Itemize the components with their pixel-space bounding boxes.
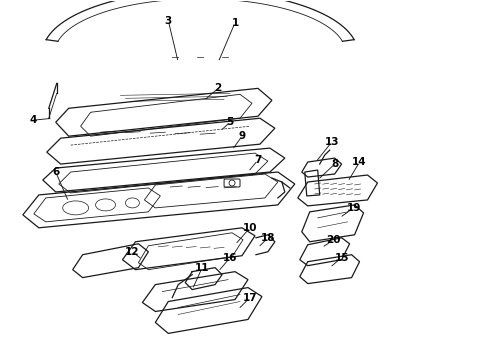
Text: 14: 14 (352, 157, 367, 167)
Text: 18: 18 (261, 233, 275, 243)
Text: 10: 10 (243, 223, 257, 233)
Text: 17: 17 (243, 293, 257, 302)
Text: 15: 15 (334, 253, 349, 263)
Text: 11: 11 (195, 263, 209, 273)
Text: 6: 6 (52, 167, 59, 177)
Text: 12: 12 (125, 247, 140, 257)
Text: 5: 5 (226, 117, 234, 127)
Text: 2: 2 (215, 84, 222, 93)
Text: 9: 9 (239, 131, 245, 141)
Text: 20: 20 (326, 235, 341, 245)
Text: 8: 8 (331, 159, 338, 169)
Text: 1: 1 (231, 18, 239, 28)
Text: 13: 13 (324, 137, 339, 147)
Text: 19: 19 (346, 203, 361, 213)
Text: 7: 7 (254, 155, 262, 165)
Text: 3: 3 (165, 15, 172, 26)
Text: 4: 4 (29, 115, 37, 125)
Text: 16: 16 (223, 253, 237, 263)
